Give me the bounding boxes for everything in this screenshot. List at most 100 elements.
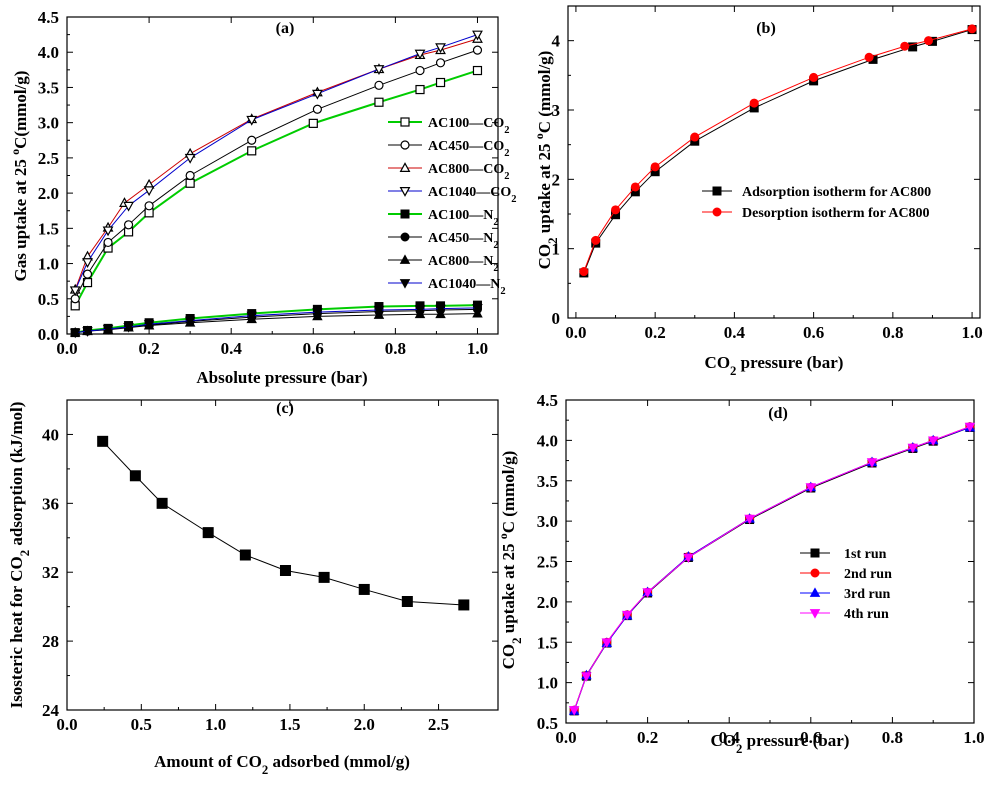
data-point [184, 316, 196, 327]
data-point [129, 470, 141, 482]
data-point [246, 115, 258, 126]
data-point [308, 118, 318, 128]
data-point [97, 435, 109, 447]
data-point [581, 672, 592, 682]
y-tick-label: 28 [42, 632, 59, 651]
data-point [82, 327, 93, 337]
series-data [97, 435, 470, 611]
data-point [103, 237, 113, 248]
legend-label: Desorption isotherm for AC800 [742, 206, 930, 221]
data-point [358, 583, 370, 595]
data-point [373, 65, 385, 75]
data-point [374, 80, 384, 90]
x-tick-label: 0.8 [882, 323, 903, 342]
series-line [74, 69, 478, 307]
data-point [964, 422, 976, 433]
legend-label: AC450—CO2 [428, 139, 509, 159]
data-point [472, 304, 483, 314]
data-point [621, 610, 633, 621]
data-point [907, 443, 919, 454]
data-point [458, 599, 470, 611]
legend-marker [399, 254, 411, 264]
legend-marker [810, 548, 820, 558]
x-tick-label: 1.0 [963, 728, 984, 747]
data-point [435, 43, 446, 54]
series-line [74, 38, 478, 290]
series-line [573, 426, 971, 711]
data-point [601, 638, 613, 648]
panel-label: (d) [768, 405, 788, 422]
y-tick-label: 2.5 [537, 553, 558, 572]
y-tick-label: 3 [552, 101, 561, 120]
y-tick-label: 4.0 [38, 43, 59, 62]
x-tick-label: 0.2 [645, 323, 666, 342]
x-tick-label: 0.0 [555, 728, 576, 747]
x-tick-label: 1.5 [279, 715, 300, 734]
x-tick-label: 0.0 [56, 339, 77, 358]
y-tick-label: 2.0 [38, 184, 59, 203]
x-tick-label: 0.4 [221, 339, 243, 358]
x-axis-label: CO2 pressure (bar) [705, 353, 844, 378]
legend-marker [399, 187, 411, 197]
y-tick-label: 3.5 [537, 472, 558, 491]
series-line [102, 440, 464, 606]
legend-marker [712, 186, 722, 196]
y-tick-label: 0.5 [537, 714, 558, 733]
data-point [927, 436, 939, 447]
legend: Adsorption isotherm for AC800 Desorption … [702, 185, 931, 221]
legend-marker [399, 279, 411, 289]
series-4th-run [568, 422, 976, 716]
y-tick-label: 4.5 [38, 8, 59, 27]
data-point [123, 323, 134, 333]
data-point [900, 41, 910, 51]
data-point [311, 89, 323, 100]
series-3rd-run [568, 421, 976, 715]
data-point [472, 65, 483, 76]
data-point [435, 58, 446, 68]
series-2nd-run [569, 422, 975, 715]
x-tick-label: 0.4 [719, 728, 741, 747]
legend-label: Adsorption isotherm for AC800 [742, 185, 931, 200]
data-point [239, 549, 251, 561]
data-point [472, 45, 483, 55]
data-point [414, 305, 426, 315]
x-tick-label: 0.6 [800, 728, 821, 747]
y-tick-label: 24 [42, 701, 60, 720]
chart-panel-a: 0.0 0.2 0.4 0.6 0.8 1.0 0.0 0.5 1.0 1.5 2.0 2.5 3.0 3… [8, 8, 516, 387]
y-tick-label: 0 [552, 309, 561, 328]
y-tick-label: 1.5 [537, 633, 558, 652]
chart-panel-d: 0.0 0.2 0.4 0.6 0.8 1.0 0.5 1.0 1.5 2.0 2.5 3.0 3.5 4… [496, 391, 985, 756]
data-point [744, 514, 755, 525]
y-tick-label: 1.0 [38, 255, 59, 274]
x-axis-label: CO2 pressure (bar) [711, 731, 850, 756]
data-point [143, 186, 155, 197]
x-tick-label: 0.0 [565, 323, 586, 342]
data-point [123, 201, 134, 212]
x-tick-label: 1.0 [961, 323, 982, 342]
legend-marker [400, 209, 410, 219]
data-point [156, 497, 168, 509]
y-tick-label: 0.0 [38, 325, 59, 344]
series-line [75, 307, 478, 334]
legend-label: AC100—CO2 [428, 116, 509, 136]
y-axis-label: CO2 uptake at 25 oC (mmol/g) [532, 51, 560, 270]
data-point [683, 553, 694, 564]
y-tick-label: 3.0 [537, 512, 558, 531]
data-point [312, 104, 322, 114]
x-tick-label: 0.2 [637, 728, 658, 747]
data-point [185, 170, 195, 181]
y-tick-label: 36 [42, 494, 59, 513]
data-point [184, 153, 196, 164]
data-point [247, 146, 257, 156]
y-tick-label: 2.5 [38, 149, 59, 168]
data-point [144, 201, 154, 211]
x-tick-label: 2.5 [428, 715, 449, 734]
legend-label: AC1040—CO2 [428, 185, 516, 205]
legend-marker [399, 162, 411, 172]
panel-label: (a) [276, 20, 295, 37]
legend-marker [810, 568, 820, 578]
series-line [573, 426, 971, 711]
y-tick-label: 1.5 [38, 219, 59, 238]
series-adsorption-isotherm-for-ac800 [579, 25, 977, 278]
data-point [435, 304, 446, 315]
